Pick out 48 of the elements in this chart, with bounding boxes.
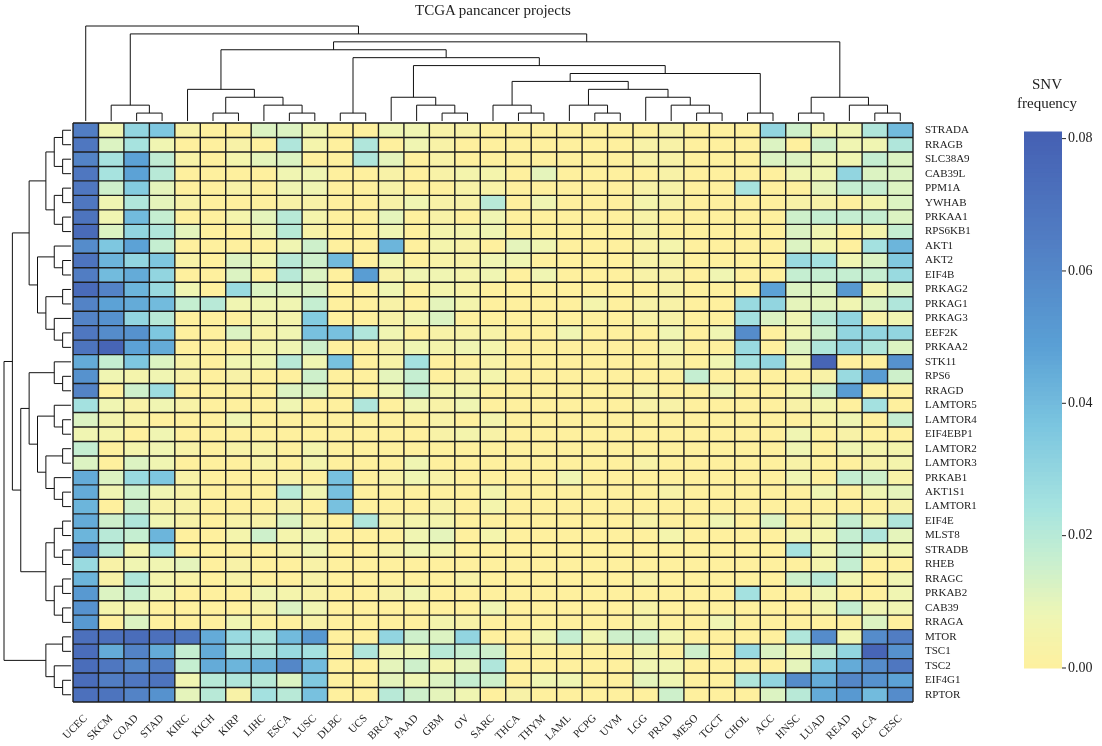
y-tick-label: RPTOR xyxy=(925,687,961,700)
y-tick-label: PRKAA2 xyxy=(925,340,968,353)
y-tick-label: RPS6 xyxy=(925,369,951,382)
y-tick-label: PRKAG2 xyxy=(925,282,968,295)
y-tick-label: RRAGA xyxy=(925,615,964,628)
y-tick-label: LAMTOR5 xyxy=(925,398,978,411)
x-tick-label: OV xyxy=(451,711,472,732)
color-bar-title: SNV frequency xyxy=(1017,76,1078,111)
y-tick-label: EEF2K xyxy=(925,325,959,338)
color-bar-label: 0.00 xyxy=(1068,659,1093,675)
y-tick-label: PRKAG1 xyxy=(925,296,968,309)
y-tick-label: EIF4B xyxy=(925,267,955,280)
y-tick-label: PRKAG3 xyxy=(925,311,969,324)
y-tick-label: RPS6KB1 xyxy=(925,224,971,237)
color-bar-label: 0.06 xyxy=(1068,262,1093,278)
y-tick-label: STRADB xyxy=(925,542,969,555)
y-tick-label: TSC2 xyxy=(925,658,951,671)
color-bar-label: 0.02 xyxy=(1068,527,1093,543)
y-tick-label: RRAGC xyxy=(925,571,963,584)
y-tick-label: STK11 xyxy=(925,354,957,367)
y-tick-label: LAMTOR3 xyxy=(925,456,978,469)
y-tick-label: RRAGB xyxy=(925,137,963,150)
y-tick-label: SLC38A9 xyxy=(925,152,971,165)
y-tick-label: CAB39 xyxy=(925,600,960,613)
y-tick-label: RHEB xyxy=(925,557,955,570)
color-bar-label: 0.08 xyxy=(1068,130,1093,146)
y-tick-label: PRKAB1 xyxy=(925,470,968,483)
y-tick-label: AKT1 xyxy=(925,238,954,251)
y-tick-label: LAMTOR4 xyxy=(925,412,978,425)
y-tick-label: EIF4EBP1 xyxy=(925,427,973,440)
y-tick-label: PRKAB2 xyxy=(925,586,968,599)
y-tick-label: STRADA xyxy=(925,123,970,136)
y-tick-label: MTOR xyxy=(925,629,958,642)
y-tick-label: RRAGD xyxy=(925,383,964,396)
y-tick-label: EIF4G1 xyxy=(925,673,961,686)
y-tick-label: PPM1A xyxy=(925,181,961,194)
y-tick-label: AKT1S1 xyxy=(925,485,965,497)
color-bar-label: 0.04 xyxy=(1068,394,1093,410)
y-tick-label: AKT2 xyxy=(925,253,954,266)
y-tick-label: CAB39L xyxy=(925,166,966,179)
y-tick-label: YWHAB xyxy=(925,195,967,208)
y-tick-label: MLST8 xyxy=(925,528,961,541)
y-tick-label: TSC1 xyxy=(925,644,951,657)
y-tick-label: LAMTOR1 xyxy=(925,499,977,512)
y-tick-label: EIF4E xyxy=(925,513,954,526)
chart-title: TCGA pancancer projects xyxy=(415,2,572,19)
y-tick-label: PRKAA1 xyxy=(925,209,968,222)
y-tick-label: LAMTOR2 xyxy=(925,441,977,454)
